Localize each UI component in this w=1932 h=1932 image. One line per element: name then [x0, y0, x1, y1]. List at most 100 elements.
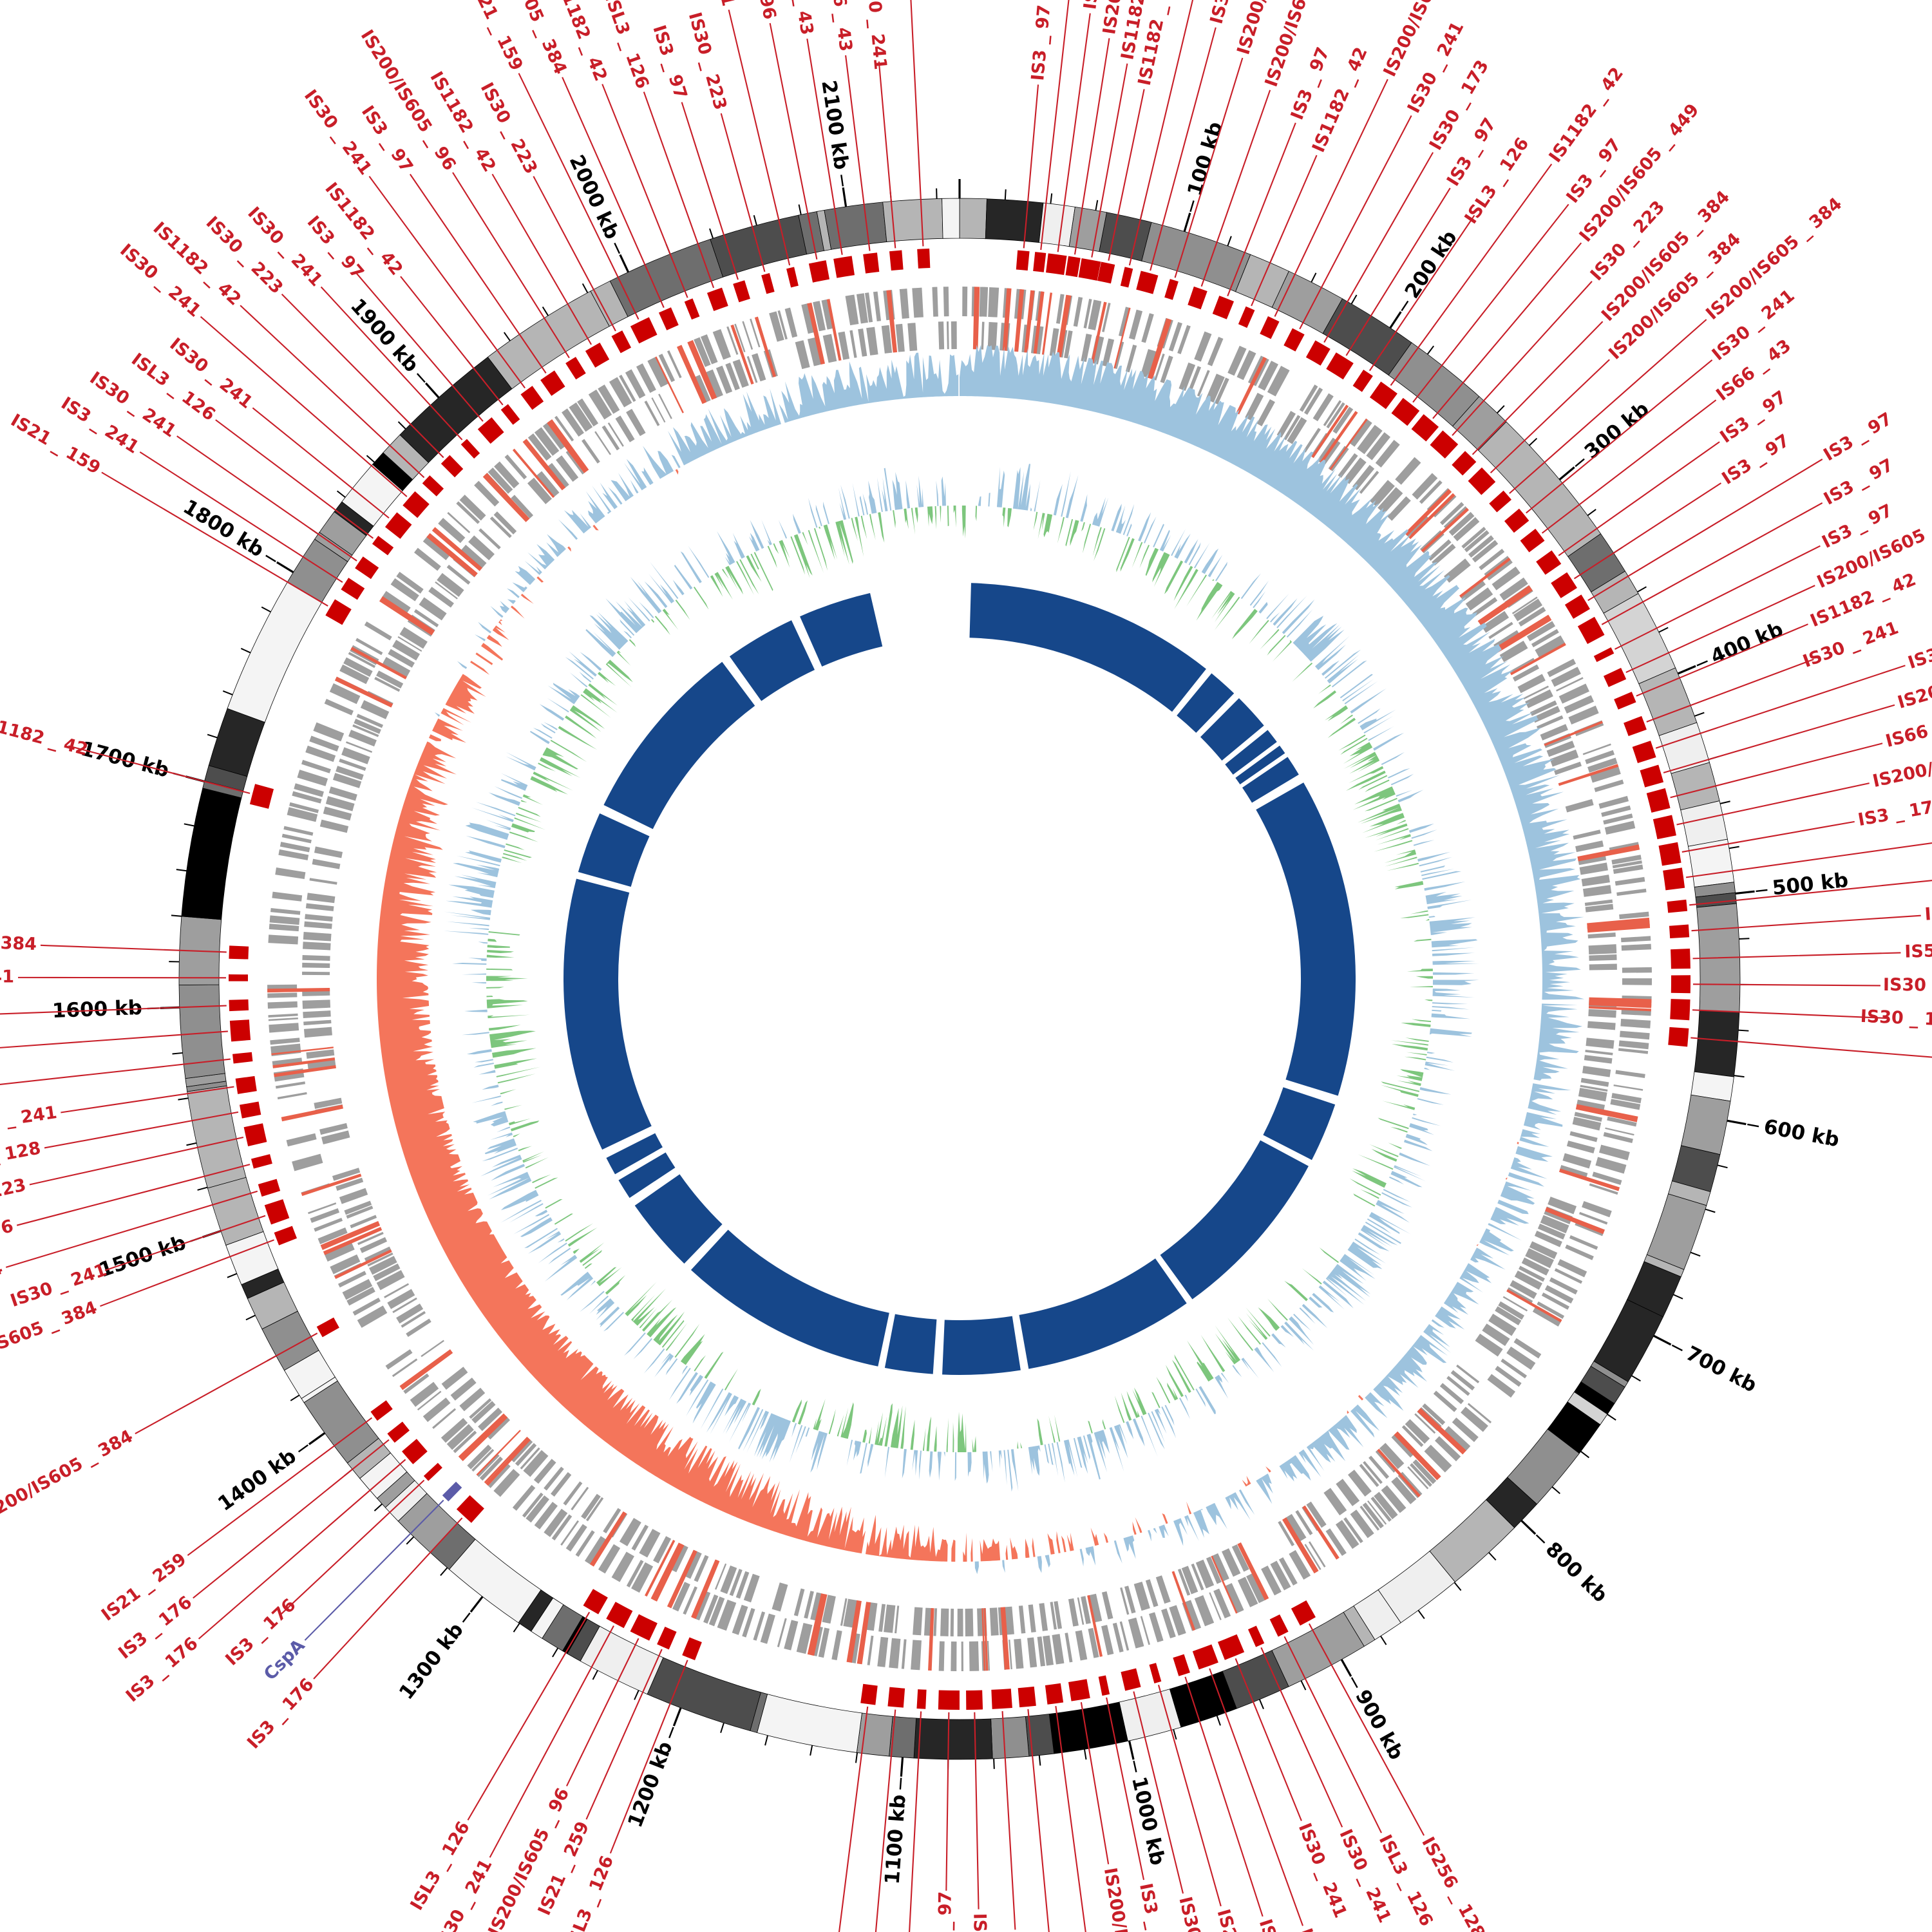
cds-feature — [1467, 1403, 1492, 1424]
axis-tick-minor — [810, 1745, 813, 1756]
cds-feature — [302, 954, 330, 961]
gc-content-negative — [584, 1263, 592, 1269]
gc-content-negative — [674, 1323, 700, 1358]
is-element-label: IS3 _ 97 — [1028, 4, 1054, 81]
gc-content-positive — [1413, 1113, 1417, 1115]
gc-content-negative — [1406, 969, 1433, 972]
cds-feature — [275, 867, 306, 880]
gc-content-positive — [1154, 1408, 1167, 1434]
axis-tick-minor — [542, 306, 549, 316]
cds-feature — [1349, 418, 1372, 447]
axis-tick-minor — [261, 606, 271, 613]
gc-content-positive — [1198, 1386, 1216, 1414]
gc-skew-positive — [1193, 1508, 1209, 1538]
is-marker — [229, 999, 249, 1012]
axis-tick-minor — [207, 734, 218, 739]
is-marker — [355, 556, 379, 580]
cds-feature — [269, 923, 299, 932]
cds-feature — [471, 1401, 496, 1424]
gc-content-positive — [1007, 1450, 1013, 1492]
cds-feature — [1283, 415, 1301, 440]
gc-content-positive — [1427, 900, 1472, 909]
gc-skew-negative — [1242, 1475, 1251, 1487]
gc-content-negative — [1390, 1126, 1408, 1133]
cds-feature — [760, 1613, 775, 1644]
cds-feature — [1050, 1602, 1057, 1630]
gc-content-positive — [448, 884, 495, 898]
is-leader-line — [0, 1030, 228, 1048]
gc-content-negative — [1369, 1144, 1399, 1157]
cds-feature — [309, 878, 337, 885]
gc-skew-positive — [1350, 1404, 1380, 1438]
cds-feature — [268, 934, 299, 945]
cds-feature-highlight — [484, 1436, 529, 1484]
cds-feature — [658, 354, 676, 383]
cds-feature — [1510, 1280, 1537, 1300]
cds-feature — [1102, 303, 1111, 332]
is-marker — [258, 1179, 281, 1197]
is-leader-line — [1587, 459, 1823, 601]
gc-content-positive — [488, 792, 521, 806]
cds-feature — [1588, 1009, 1616, 1018]
gc-content-positive — [486, 819, 511, 831]
cds-feature — [615, 415, 635, 442]
is-element-label: IS3 _ 97 — [1206, 0, 1245, 26]
core-segment — [606, 1133, 663, 1175]
cds-feature — [321, 1130, 350, 1145]
cds-feature — [1547, 658, 1577, 677]
gc-content-negative — [1145, 547, 1159, 576]
cds-feature — [292, 1153, 323, 1171]
gc-content-positive — [1271, 1333, 1286, 1348]
cds-feature — [1237, 1577, 1258, 1607]
gc-content-positive — [1240, 573, 1261, 600]
gc-content-positive — [1368, 726, 1395, 741]
cds-feature — [346, 1287, 375, 1306]
cds-feature-highlight — [1377, 1448, 1421, 1497]
cds-feature — [639, 1528, 661, 1558]
cds-feature — [1540, 1215, 1569, 1234]
cds-feature-highlight — [1171, 1571, 1196, 1631]
position-tick-label: 2100 kb — [817, 79, 853, 171]
gc-skew-positive — [1470, 1247, 1506, 1270]
gc-skew-positive — [1365, 1392, 1388, 1419]
gc-content-negative — [694, 1355, 706, 1372]
cds-feature — [1206, 374, 1225, 403]
gc-content-negative — [1037, 513, 1045, 539]
gc-content-negative — [665, 1322, 688, 1351]
gc-content-negative — [1171, 1359, 1191, 1393]
cds-feature — [1161, 1608, 1176, 1639]
core-segment — [942, 1316, 1021, 1375]
gc-skew-negative — [475, 652, 493, 665]
gc-skew-positive — [667, 388, 781, 466]
gc-content-positive — [643, 1348, 665, 1374]
cds-feature — [1499, 640, 1528, 663]
gc-content-positive — [1342, 679, 1374, 702]
cds-feature — [1128, 1617, 1144, 1649]
is-leader-line — [1615, 545, 1821, 650]
gc-content-positive — [1063, 1439, 1078, 1478]
cds-feature — [849, 330, 857, 358]
is-marker — [833, 256, 855, 278]
cds-feature — [373, 1264, 401, 1282]
gc-content-positive — [1417, 1098, 1444, 1105]
axis-tick-minor — [1426, 345, 1435, 355]
gc-skew-positive — [1173, 1518, 1188, 1546]
cds-feature — [950, 1608, 954, 1636]
position-tick-connector — [462, 1612, 471, 1623]
gc-content-negative — [1302, 1268, 1322, 1285]
gc-content-negative — [868, 1426, 872, 1444]
contig-block — [609, 238, 724, 317]
cds-feature — [306, 1049, 335, 1059]
is-element-label: IS30 _ 241 — [1906, 623, 1932, 673]
cds-feature — [359, 1236, 388, 1253]
gc-skew-positive — [1079, 1548, 1084, 1567]
gc-content-positive — [544, 1255, 578, 1282]
gc-content-positive — [1381, 1192, 1412, 1208]
cds-feature — [962, 287, 968, 317]
cds-feature — [838, 331, 850, 360]
is-leader-line — [187, 1417, 373, 1557]
gc-content-negative — [506, 843, 525, 851]
is-element-label: IS200/IS605 _ 384 — [0, 1258, 5, 1328]
cds-feature — [866, 327, 878, 355]
is-marker — [1283, 328, 1305, 352]
